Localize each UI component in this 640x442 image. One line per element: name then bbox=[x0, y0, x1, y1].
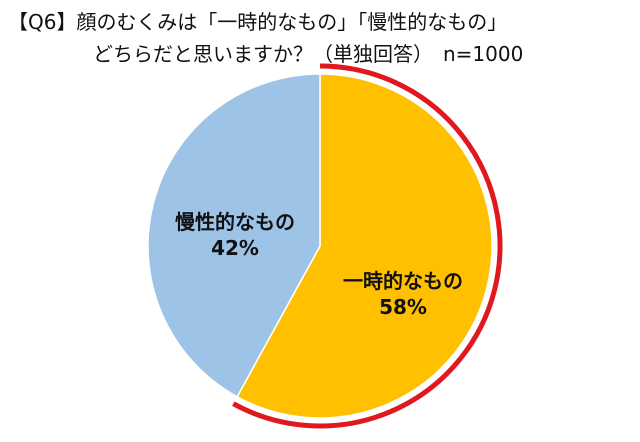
slice-category-label: 慢性的なもの bbox=[175, 210, 295, 234]
slice-2 bbox=[147, 73, 321, 398]
chart-title-line-1: 【Q6】顔のむくみは「一時的なもの」「慢性的なもの」 bbox=[8, 10, 508, 34]
slice-value-label: 42% bbox=[211, 236, 259, 260]
chart-title-line-2: どちらだと思いますか？（単独回答） n=1000 bbox=[93, 42, 524, 66]
highlight-arc bbox=[232, 63, 503, 429]
slice-value-label: 58% bbox=[379, 295, 427, 319]
slice-category-label: 一時的なもの bbox=[343, 269, 463, 293]
slice-1 bbox=[236, 73, 493, 419]
